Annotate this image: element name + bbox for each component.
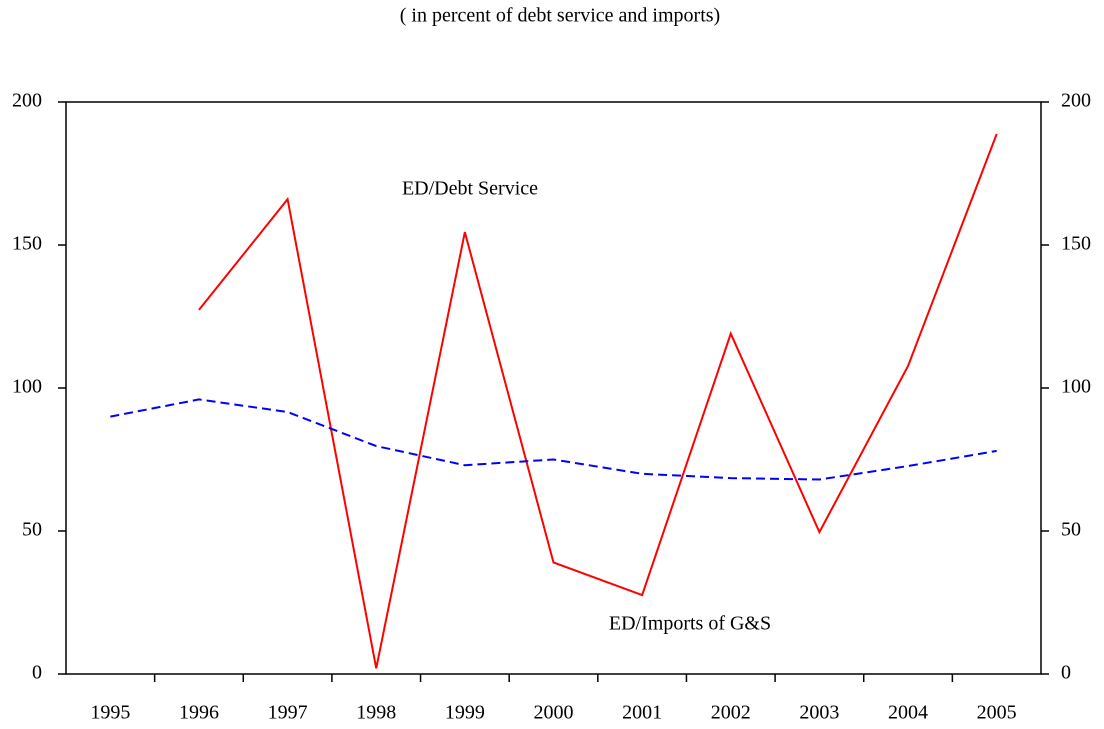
- series-label: ED/Imports of G&S: [609, 613, 771, 635]
- x-tick-label: 1996: [179, 702, 219, 724]
- x-tick-label: 2003: [799, 702, 839, 724]
- x-tick-label: 1995: [90, 702, 130, 724]
- x-tick-label: 2002: [711, 702, 751, 724]
- y-tick-label: 0: [32, 662, 42, 684]
- x-tick-label: 1999: [445, 702, 485, 724]
- series-label: ED/Debt Service: [402, 178, 538, 200]
- y-tick-label: 200: [12, 90, 42, 112]
- y2-tick-label: 200: [1061, 90, 1091, 112]
- y-tick-label: 150: [12, 233, 42, 255]
- x-tick-label: 2001: [622, 702, 662, 724]
- x-tick-label: 1997: [268, 702, 308, 724]
- series-line: [198, 133, 998, 669]
- x-tick-label: 1998: [356, 702, 396, 724]
- y2-tick-label: 50: [1061, 519, 1081, 541]
- y2-tick-label: 100: [1061, 376, 1091, 398]
- y2-tick-label: 150: [1061, 233, 1091, 255]
- x-tick-label: 2000: [534, 702, 574, 724]
- chart-subtitle: ( in percent of debt service and imports…: [400, 5, 720, 27]
- y-tick-label: 100: [12, 376, 42, 398]
- y2-tick-label: 0: [1061, 662, 1071, 684]
- series-line: [110, 398, 997, 481]
- x-tick-label: 2004: [888, 702, 928, 724]
- plot-frame: [65, 101, 1042, 675]
- y-tick-label: 50: [22, 519, 42, 541]
- x-tick-label: 2005: [977, 702, 1017, 724]
